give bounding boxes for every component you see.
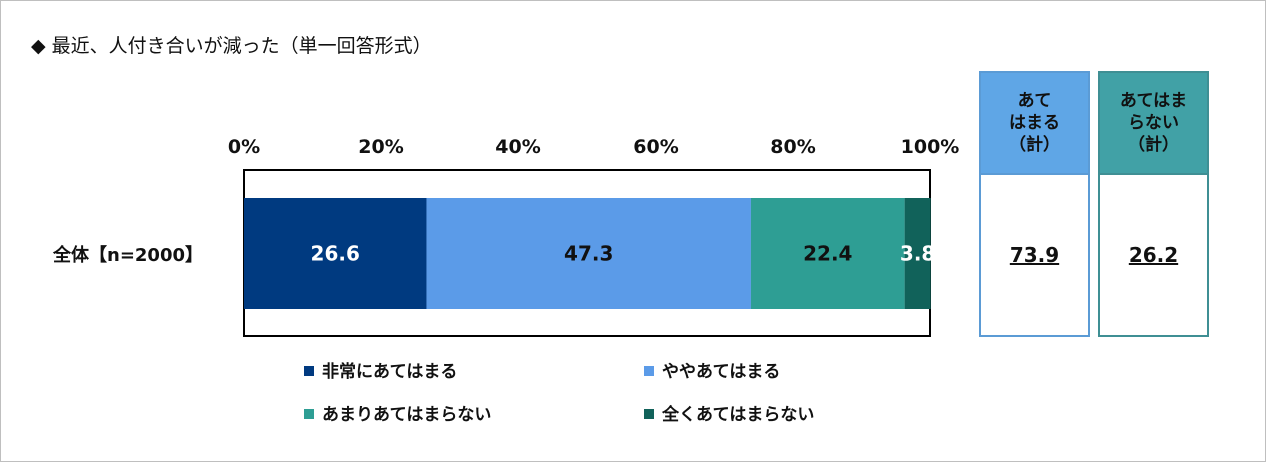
category-label: 全体【n=2000】 (53, 245, 203, 266)
legend-swatch-2 (644, 366, 654, 376)
title-text: 最近、人付き合いが減った（単一回答形式） (51, 35, 432, 57)
data-label-1: 26.6 (311, 242, 360, 266)
tick-label-80: 80% (770, 136, 816, 158)
legend-item-1: 非常にあてはまる (304, 357, 457, 382)
summary-disagree-header: あてはま らない （計） (1100, 73, 1207, 175)
data-label-4: 3.8 (900, 242, 935, 266)
data-label-2: 47.3 (564, 242, 613, 266)
legend-item-2: ややあてはまる (644, 357, 780, 382)
summary-agree-box: あて はまる （計） 73.9 (979, 71, 1090, 337)
bar-segment-1 (244, 198, 427, 309)
bar-segment-2 (426, 198, 751, 309)
summary-disagree-header-line2: らない (1127, 113, 1179, 133)
tick-label-60: 60% (633, 136, 679, 158)
legend-swatch-3 (304, 409, 314, 419)
data-label-3: 22.4 (803, 242, 852, 266)
tick-label-0: 0% (227, 136, 261, 158)
legend-label-2: ややあてはまる (662, 362, 781, 382)
legend-label-1: 非常にあてはまる (322, 362, 458, 382)
bar-segments: 26.6 47.3 22.4 3.8 (244, 198, 935, 309)
chart-title: ◆ 最近、人付き合いが減った（単一回答形式） (31, 31, 432, 58)
summary-disagree-header-line1: あてはま (1119, 91, 1188, 111)
legend-item-3: あまりあてはまらない (304, 400, 491, 425)
legend-swatch-4 (644, 409, 654, 419)
summary-disagree-box: あてはま らない （計） 26.2 (1098, 71, 1209, 337)
bar-segment-4 (904, 198, 931, 309)
legend-label-4: 全くあてはまらない (662, 405, 815, 425)
summary-disagree-value: 26.2 (1128, 243, 1179, 267)
summary-agree-value: 73.9 (1009, 243, 1060, 267)
diamond-icon: ◆ (31, 35, 46, 57)
legend-swatch-1 (304, 366, 314, 376)
summary-agree-header-line1: あて (1017, 91, 1052, 111)
tick-label-20: 20% (358, 136, 404, 158)
tick-label-40: 40% (495, 136, 541, 158)
summary-agree-header-line2: はまる (1009, 113, 1060, 133)
summary-disagree-header-line3: （計） (1127, 135, 1179, 155)
bar-segment-3 (750, 198, 905, 309)
summary-agree-header: あて はまる （計） (981, 73, 1088, 175)
tick-label-100: 100% (900, 136, 960, 158)
legend-label-3: あまりあてはまらない (322, 405, 492, 425)
summary-agree-header-line3: （計） (1009, 135, 1060, 155)
legend-item-4: 全くあてはまらない (644, 400, 814, 425)
